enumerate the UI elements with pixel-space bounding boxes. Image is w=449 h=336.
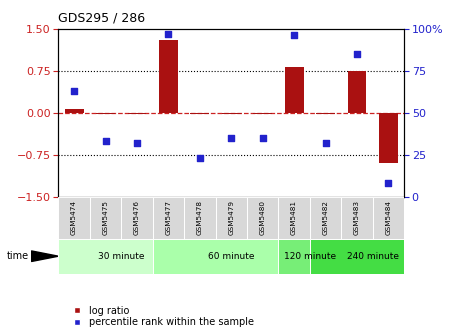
Point <box>291 33 298 38</box>
Bar <box>153 197 184 239</box>
Text: time: time <box>6 251 28 261</box>
Bar <box>65 109 84 113</box>
Bar <box>159 40 178 113</box>
Text: GSM5478: GSM5478 <box>197 200 203 235</box>
Point <box>196 155 203 161</box>
Text: GSM5474: GSM5474 <box>71 200 77 235</box>
Legend: log ratio, percentile rank within the sample: log ratio, percentile rank within the sa… <box>63 302 258 331</box>
Text: GSM5481: GSM5481 <box>291 200 297 235</box>
Bar <box>153 239 278 274</box>
Bar <box>216 197 247 239</box>
Bar <box>247 197 278 239</box>
Bar <box>341 197 373 239</box>
Point <box>102 138 109 144</box>
Text: GSM5482: GSM5482 <box>322 200 329 235</box>
Bar <box>184 197 216 239</box>
Point <box>228 135 235 140</box>
Bar <box>316 113 335 114</box>
Point <box>133 140 141 145</box>
Bar <box>222 113 241 114</box>
Bar <box>278 197 310 239</box>
Text: GSM5479: GSM5479 <box>228 200 234 235</box>
Text: GSM5477: GSM5477 <box>165 200 172 235</box>
Bar <box>96 113 115 114</box>
Bar <box>348 71 366 113</box>
Bar <box>90 197 121 239</box>
Bar <box>58 197 90 239</box>
Point <box>70 88 78 93</box>
Bar <box>379 113 398 163</box>
Point <box>385 180 392 186</box>
Text: 30 minute: 30 minute <box>98 252 145 261</box>
Bar <box>310 239 404 274</box>
Text: 60 minute: 60 minute <box>208 252 255 261</box>
Text: GDS295 / 286: GDS295 / 286 <box>58 12 145 25</box>
Bar <box>373 197 404 239</box>
Text: GSM5475: GSM5475 <box>102 200 109 235</box>
Bar <box>128 113 146 114</box>
Bar <box>285 67 304 113</box>
Text: 120 minute: 120 minute <box>284 252 336 261</box>
Bar <box>58 239 153 274</box>
Bar <box>278 239 310 274</box>
Bar <box>253 113 272 114</box>
Text: GSM5483: GSM5483 <box>354 200 360 235</box>
Text: GSM5480: GSM5480 <box>260 200 266 235</box>
Bar <box>121 197 153 239</box>
Point <box>259 135 266 140</box>
Text: GSM5484: GSM5484 <box>385 200 392 235</box>
Bar <box>190 113 209 114</box>
Text: 240 minute: 240 minute <box>347 252 399 261</box>
Point <box>322 140 329 145</box>
Text: GSM5476: GSM5476 <box>134 200 140 235</box>
Bar <box>310 197 341 239</box>
Point <box>353 51 361 56</box>
Polygon shape <box>31 251 58 261</box>
Point <box>165 31 172 36</box>
